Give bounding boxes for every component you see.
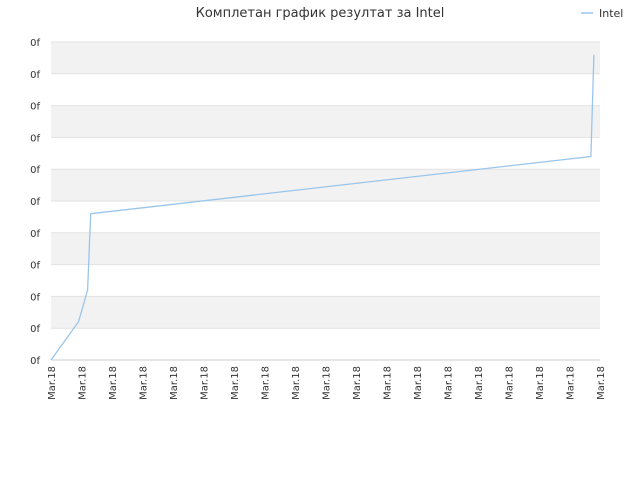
y-tick-label: 0f [30,229,40,240]
series-line-intel [50,54,595,361]
y-tick-label: 0f [30,102,40,113]
grid-band [51,42,600,74]
x-tick-label: Mar.18 [413,366,424,400]
x-tick-label: Mar.18 [139,366,150,400]
x-tick-label: Mar.18 [383,366,394,400]
grid-band [51,232,600,265]
y-tick-label: 0f [30,356,40,367]
legend-label-intel: Intel [599,7,623,20]
background-bands [51,42,600,329]
gridlines [51,41,600,361]
grid-band [51,169,600,201]
x-tick-label: Mar.18 [169,366,180,400]
x-tick-label: Mar.18 [108,366,119,400]
series-intel [50,54,595,361]
x-tick-label: Mar.18 [566,366,577,400]
y-tick-label: 0f [30,70,40,81]
x-tick-label: Mar.18 [535,366,546,400]
x-tick-label: Mar.18 [78,366,89,400]
y-tick-label: 0f [30,197,40,208]
y-tick-label: 0f [30,133,40,144]
x-tick-label: Mar.18 [230,366,241,400]
x-tick-label: Mar.18 [322,366,333,400]
y-axis-ticks: 0f 0f 0f 0f 0f 0f 0f 0f 0f 0f 0f [30,38,40,367]
grid-band [51,296,600,329]
chart-title: Комплетан график резултат за Intel [196,6,445,21]
x-tick-label: Mar.18 [505,366,516,400]
x-tick-label: Mar.18 [291,366,302,400]
y-tick-label: 0f [30,38,40,49]
x-tick-label: Mar.18 [261,366,272,400]
grid-band [51,105,600,138]
x-tick-label: Mar.18 [352,366,363,400]
y-tick-label: 0f [30,292,40,303]
legend[interactable]: Intel [581,7,623,20]
x-tick-label: Mar.18 [474,366,485,400]
x-tick-label: Mar.18 [200,366,211,400]
x-tick-label: Mar.18 [444,366,455,400]
y-tick-label: 0f [30,324,40,335]
y-tick-label: 0f [30,261,40,272]
x-tick-label: Mar.18 [596,366,607,400]
x-tick-label: Mar.18 [47,366,58,400]
x-axis-ticks: Mar.18 Mar.18 Mar.18 Mar.18 Mar.18 Mar.18 Mar.… [47,366,607,400]
y-tick-label: 0f [30,165,40,176]
